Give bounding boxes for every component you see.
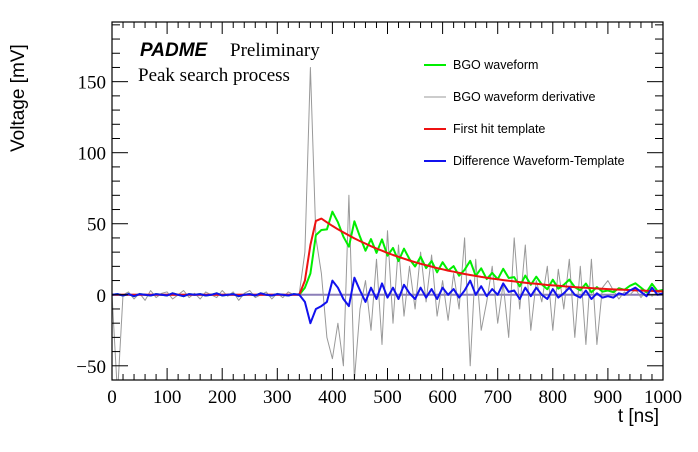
x-axis-title: t [ns] bbox=[618, 406, 659, 427]
legend-label: First hit template bbox=[453, 122, 545, 136]
x-tick-label: 1000 bbox=[644, 387, 682, 408]
series-line-bgo-waveform-derivative bbox=[112, 67, 663, 380]
y-tick-label: 50 bbox=[87, 215, 106, 236]
y-tick-label: 150 bbox=[78, 73, 107, 94]
x-tick-label: 100 bbox=[153, 387, 182, 408]
y-tick-label: 0 bbox=[97, 286, 107, 307]
preliminary-label: Preliminary bbox=[230, 40, 320, 61]
x-tick-label: 700 bbox=[483, 387, 512, 408]
y-axis-title: Voltage [mV] bbox=[8, 44, 29, 152]
legend-label: Difference Waveform-Template bbox=[453, 154, 625, 168]
series-line-first-hit-template bbox=[112, 217, 663, 296]
subtitle-label: Peak search process bbox=[138, 65, 290, 86]
y-tick-label: 100 bbox=[78, 144, 107, 165]
x-tick-label: 400 bbox=[318, 387, 347, 408]
x-tick-label: 800 bbox=[539, 387, 568, 408]
x-tick-label: 500 bbox=[373, 387, 402, 408]
x-tick-label: 900 bbox=[594, 387, 623, 408]
x-tick-label: 600 bbox=[428, 387, 457, 408]
plot-curves bbox=[112, 67, 663, 380]
series-line-difference-waveform-template bbox=[112, 276, 663, 325]
legend-label: BGO waveform bbox=[453, 58, 538, 72]
x-tick-label: 0 bbox=[107, 387, 117, 408]
legend: BGO waveform BGO waveform derivative First… bbox=[424, 58, 625, 168]
x-tick-label: 300 bbox=[263, 387, 292, 408]
brand-label: PADME bbox=[140, 40, 209, 61]
x-tick-label: 200 bbox=[208, 387, 237, 408]
legend-label: BGO waveform derivative bbox=[453, 90, 595, 104]
axis-ticks: 0 100 200 300 400 500 600 700 800 900 1000−5005010… bbox=[76, 22, 682, 408]
y-tick-label: −50 bbox=[76, 357, 106, 378]
